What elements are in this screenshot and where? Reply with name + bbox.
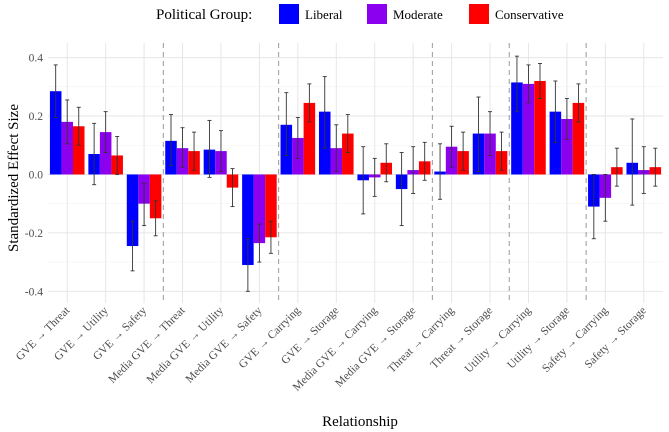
bar-liberal [49, 91, 62, 175]
bar-conservative [72, 126, 85, 175]
bar-moderate [561, 118, 573, 175]
gridlines [48, 43, 663, 303]
legend-label-liberal: Liberal [305, 7, 343, 22]
y-tick-label: -0.2 [25, 228, 43, 240]
bar-conservative [303, 102, 316, 175]
bar-conservative [265, 174, 277, 238]
legend-label-moderate: Moderate [393, 7, 443, 22]
legend-label-conservative: Conservative [495, 7, 564, 22]
y-tick-label: 0.2 [29, 111, 44, 123]
bar-liberal [242, 174, 254, 266]
bar-moderate [522, 83, 535, 175]
bar-conservative [342, 133, 354, 175]
bar-liberal [511, 82, 523, 175]
bar-liberal [126, 174, 139, 247]
bar-moderate [61, 121, 73, 175]
legend-title: Political Group: [156, 7, 252, 23]
legend-swatch-liberal [279, 4, 299, 24]
legend-swatch-moderate [367, 4, 387, 24]
bar-moderate [253, 174, 266, 244]
bar-moderate [99, 132, 112, 175]
bar-conservative [534, 80, 546, 175]
error-bars [53, 55, 658, 292]
y-axis-title: Standardized Effect Size [6, 104, 22, 252]
y-tick-label: 0.4 [29, 53, 44, 65]
legend: Political Group: Liberal Moderate Conser… [156, 4, 564, 24]
legend-swatch-conservative [469, 4, 489, 24]
bar-conservative [572, 102, 585, 175]
x-axis-title: Relationship [322, 414, 398, 430]
y-tick-label: 0.0 [29, 169, 44, 181]
y-tick-label: -0.4 [25, 286, 43, 298]
bar-liberal [549, 111, 562, 175]
bar-conservative [149, 174, 162, 219]
group-separators [162, 43, 587, 303]
y-axis-ticks: -0.4 -0.2 0.0 0.2 0.4 [25, 53, 43, 299]
